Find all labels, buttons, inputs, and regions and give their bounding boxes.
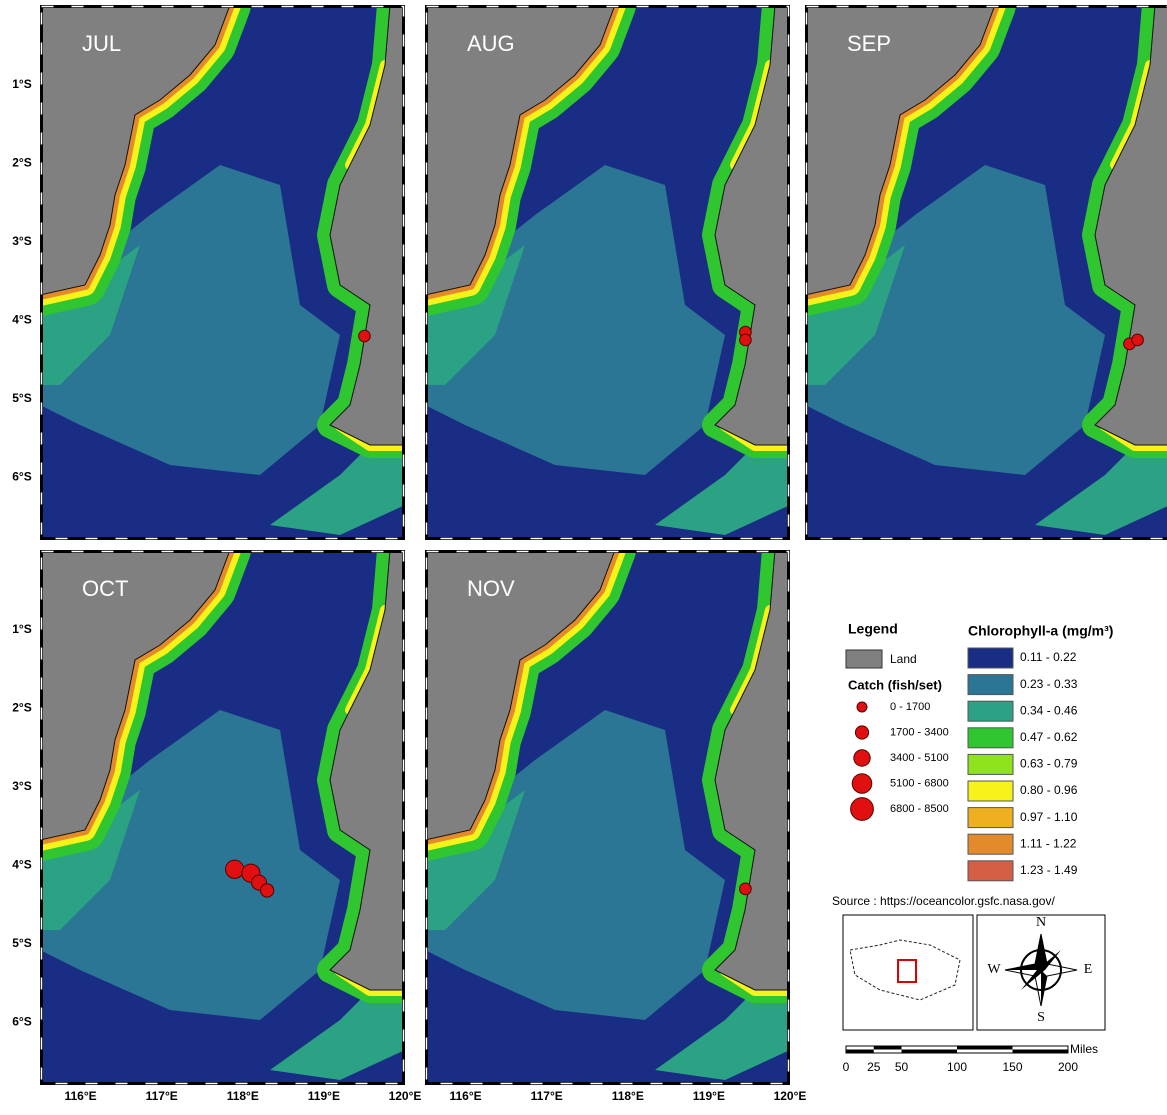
scale-label: 0	[843, 1060, 850, 1074]
catch-point	[739, 882, 752, 896]
panel-label: SEP	[847, 31, 891, 56]
lon-label: 118°E	[227, 1089, 259, 1103]
lat-label: 5°S	[12, 391, 31, 405]
catch-point	[225, 859, 245, 879]
lon-label: 116°E	[64, 1089, 96, 1103]
basemap	[425, 550, 790, 1085]
chl-swatch	[967, 700, 1014, 722]
chl-label: 0.80 - 0.96	[1020, 783, 1078, 797]
compass-letter: S	[1037, 1010, 1045, 1025]
panel-label: OCT	[82, 576, 128, 601]
panel-label: JUL	[82, 31, 121, 56]
catch-legend-label: 6800 - 8500	[890, 803, 949, 815]
lon-label: 117°E	[146, 1089, 178, 1103]
catch-legend-label: 1700 - 3400	[890, 726, 949, 738]
lon-label: 116°E	[449, 1089, 481, 1103]
chl-label: 0.97 - 1.10	[1020, 810, 1078, 824]
catch-legend-label: 5100 - 6800	[890, 777, 949, 789]
chl-swatch	[967, 860, 1014, 882]
catch-title: Catch (fish/set)	[848, 677, 942, 692]
lat-label: 3°S	[12, 779, 31, 793]
chl-label: 0.34 - 0.46	[1020, 703, 1078, 717]
chl-swatch	[967, 807, 1014, 829]
inset-box	[842, 914, 974, 1031]
inset-area	[897, 959, 917, 983]
lat-label: 1°S	[12, 77, 31, 91]
chl-swatch	[967, 647, 1014, 669]
basemap	[40, 550, 405, 1085]
chl-label: 1.23 - 1.49	[1020, 863, 1078, 877]
catch-legend-symbol	[856, 701, 868, 713]
chl-label: 0.23 - 0.33	[1020, 677, 1078, 691]
catch-legend-symbol	[850, 797, 874, 821]
compass-rose	[1004, 933, 1078, 1007]
catch-point	[1131, 333, 1144, 347]
legend: Legend Land Catch (fish/set) Chlorophyll…	[832, 621, 1113, 1031]
scale-bar-segment	[873, 1046, 902, 1050]
lat-label: 5°S	[12, 936, 31, 950]
lat-label: 2°S	[12, 156, 31, 170]
lon-label: 119°E	[693, 1089, 725, 1103]
lon-label: 117°E	[531, 1089, 563, 1103]
scale-label: 50	[895, 1060, 909, 1074]
compass-letter: W	[987, 962, 1001, 977]
catch-point	[259, 883, 275, 898]
chl-swatch	[967, 833, 1014, 855]
scale-bar-segment	[901, 1049, 957, 1053]
lat-label: 4°S	[12, 858, 31, 872]
legend-title: Legend	[848, 621, 898, 637]
chl-label: 1.11 - 1.22	[1020, 836, 1077, 850]
scale-label: 200	[1058, 1060, 1078, 1074]
scale-bar-segment	[846, 1049, 874, 1053]
lat-label: 6°S	[12, 469, 31, 483]
catch-legend-symbol	[854, 725, 870, 740]
panel-label: NOV	[467, 576, 515, 601]
chl-label: 0.63 - 0.79	[1020, 757, 1078, 771]
lat-label: 4°S	[12, 313, 31, 327]
lat-label: 2°S	[12, 701, 31, 715]
catch-point	[739, 333, 752, 347]
chl-label: 0.47 - 0.62	[1020, 730, 1078, 744]
scale-label: 25	[867, 1060, 881, 1074]
panel-label: AUG	[467, 31, 515, 56]
lat-label: 1°S	[12, 622, 31, 636]
chl-swatch	[967, 780, 1014, 802]
chl-swatch	[967, 674, 1014, 696]
chl-swatch	[967, 753, 1014, 775]
lat-label: 3°S	[12, 234, 31, 248]
scale-unit: Miles	[1070, 1042, 1098, 1056]
scale-bar-segment	[957, 1046, 1013, 1050]
catch-legend-symbol	[853, 749, 871, 767]
compass-letter: N	[1036, 915, 1046, 930]
catch-legend-symbol	[851, 773, 873, 794]
lon-label: 119°E	[308, 1089, 340, 1103]
compass-letter: E	[1084, 962, 1093, 977]
lon-label: 120°E	[774, 1089, 807, 1103]
lat-label: 6°S	[12, 1014, 31, 1028]
catch-legend-label: 3400 - 5100	[890, 752, 949, 764]
scale-label: 150	[1002, 1060, 1022, 1074]
lon-label: 120°E	[389, 1089, 422, 1103]
basemap	[425, 5, 790, 540]
scale-bar-segment	[1012, 1049, 1068, 1053]
chl-label: 0.11 - 0.22	[1020, 650, 1077, 664]
land-swatch	[845, 649, 883, 669]
source: Source : https://oceancolor.gsfc.nasa.go…	[832, 894, 1055, 908]
land-label: Land	[890, 652, 917, 666]
basemap	[40, 5, 405, 540]
catch-legend-label: 0 - 1700	[890, 701, 930, 713]
basemap	[805, 5, 1167, 540]
chl-title: Chlorophyll-a (mg/m³)	[968, 623, 1113, 639]
lon-label: 118°E	[612, 1089, 644, 1103]
chl-swatch	[967, 727, 1014, 749]
scale-label: 100	[947, 1060, 967, 1074]
catch-point	[358, 329, 371, 343]
inset-islands	[849, 939, 961, 1001]
